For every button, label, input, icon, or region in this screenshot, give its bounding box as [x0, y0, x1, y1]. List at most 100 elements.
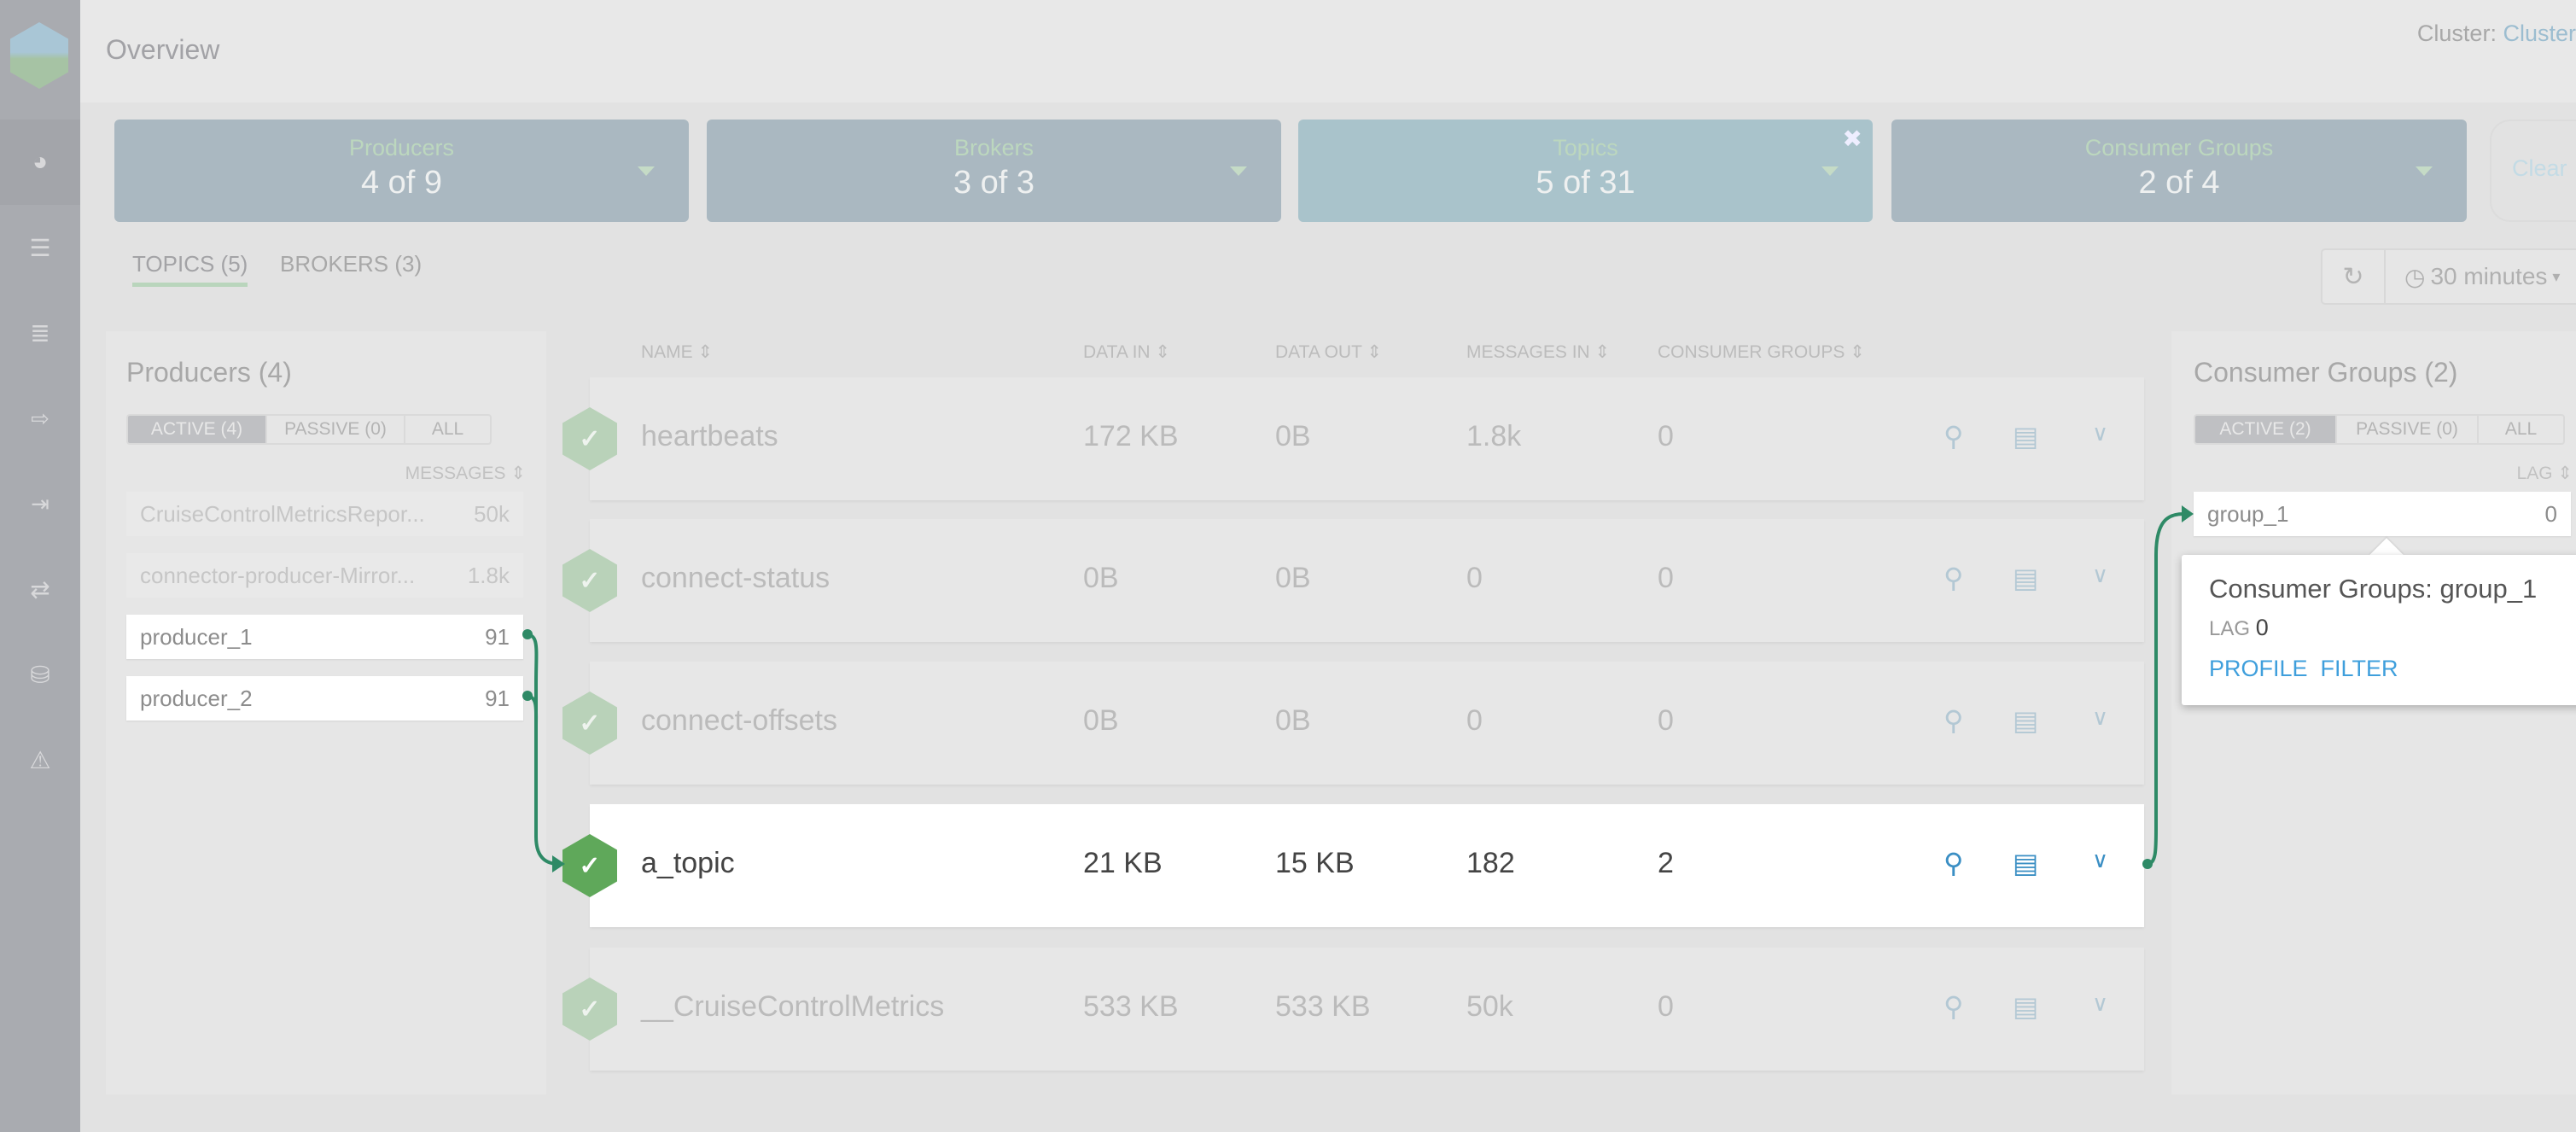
nav-brokers[interactable]: ☰ — [0, 205, 80, 290]
column-messages-in[interactable]: MESSAGES IN ⇕ — [1466, 341, 1610, 363]
topic-data-in: 533 KB — [1083, 990, 1179, 1023]
segment-active[interactable]: ACTIVE (4) — [128, 416, 267, 443]
search-icon[interactable]: ⚲ — [1944, 563, 1964, 593]
nav-topics[interactable]: ≣ — [0, 290, 80, 376]
dashboard-icon: ◕ — [32, 148, 49, 176]
nav-replication[interactable]: ⇄ — [0, 546, 80, 632]
sort-icon: ⇕ — [2557, 464, 2573, 483]
chevron-down-icon[interactable]: ∨ — [2092, 562, 2109, 587]
filter-brokers[interactable]: Brokers 3 of 3 — [707, 120, 1281, 222]
nav-consumers[interactable]: ⇥ — [0, 461, 80, 546]
data-explorer-icon[interactable]: ▤ — [2013, 421, 2039, 452]
producer-name: connector-producer-Mirror... — [140, 562, 416, 588]
topic-row[interactable]: ✓ a_topic 21 KB 15 KB 182 2 ⚲ ▤ ∨ — [562, 804, 2144, 927]
segment-passive[interactable]: PASSIVE (0) — [267, 416, 405, 443]
segment-passive[interactable]: PASSIVE (0) — [2337, 416, 2479, 443]
segment-all[interactable]: ALL — [2504, 419, 2538, 439]
caret-down-icon — [1821, 166, 1839, 176]
filter-link[interactable]: FILTER — [2320, 656, 2398, 681]
topic-data-in: 0B — [1083, 562, 1119, 594]
segment-all[interactable]: ALL — [431, 419, 464, 439]
topic-name[interactable]: connect-status — [641, 562, 830, 594]
data-explorer-icon[interactable]: ▤ — [2013, 705, 2039, 736]
search-icon[interactable]: ⚲ — [1944, 991, 1964, 1022]
cluster-selector[interactable]: Cluster: Cluster — [2417, 20, 2576, 47]
topic-row[interactable]: ✓ heartbeats 172 KB 0B 1.8k 0 ⚲ ▤ ∨ — [562, 377, 2144, 500]
topic-consumer-groups: 0 — [1658, 562, 1674, 594]
filter-value: 3 of 3 — [953, 165, 1035, 201]
chevron-down-icon[interactable]: ∨ — [2092, 704, 2109, 730]
filter-value: 5 of 31 — [1536, 165, 1635, 201]
cluster-label: Cluster: — [2416, 20, 2497, 46]
producer-name: producer_1 — [140, 623, 253, 650]
consumer-groups-panel: Consumer Groups (2) ACTIVE (2) PASSIVE (… — [2171, 331, 2576, 1094]
popover-lag: LAG 0 — [2209, 615, 2269, 641]
clear-button[interactable]: Clear — [2490, 120, 2576, 222]
column-consumer-groups[interactable]: CONSUMER GROUPS ⇕ — [1658, 341, 1865, 363]
producer-messages: 91 — [485, 685, 510, 711]
topic-consumer-groups: 2 — [1658, 847, 1674, 879]
segment-active[interactable]: ACTIVE (2) — [2195, 416, 2337, 443]
topic-name[interactable]: __CruiseControlMetrics — [641, 990, 945, 1023]
column-label: LAG — [2516, 464, 2553, 483]
filter-consumer-groups[interactable]: Consumer Groups 2 of 4 — [1891, 120, 2467, 222]
status-check-icon: ✓ — [562, 834, 617, 897]
search-icon[interactable]: ⚲ — [1944, 421, 1964, 452]
consumer-groups-filter-segment: ACTIVE (2) PASSIVE (0) ALL — [2194, 414, 2565, 445]
producer-row[interactable]: CruiseControlMetricsRepor... 50k — [126, 492, 523, 536]
filter-producers[interactable]: Producers 4 of 9 — [114, 120, 689, 222]
cluster-value[interactable]: Cluster — [2503, 20, 2576, 46]
status-check-icon: ✓ — [562, 977, 617, 1041]
nav-schema-registry[interactable]: ⛁ — [0, 632, 80, 717]
tab-topics[interactable]: TOPICS (5) — [132, 251, 248, 287]
nav-producers[interactable]: ⇨ — [0, 376, 80, 461]
topic-row[interactable]: ✓ __CruiseControlMetrics 533 KB 533 KB 50k 0 ⚲… — [562, 948, 2144, 1071]
sort-icon: ⇕ — [1155, 342, 1171, 362]
chevron-down-icon[interactable]: ∨ — [2092, 847, 2109, 872]
topics-icon: ≣ — [30, 319, 50, 347]
topic-consumer-groups: 0 — [1658, 704, 1674, 737]
time-range-select[interactable]: ◷ 30 minutes ▾ — [2386, 250, 2560, 303]
column-label: NAME — [641, 342, 693, 362]
profile-link[interactable]: PROFILE — [2209, 656, 2308, 681]
tab-brokers[interactable]: BROKERS (3) — [280, 251, 423, 277]
column-label: MESSAGES — [405, 464, 506, 483]
sort-icon: ⇕ — [697, 342, 714, 362]
refresh-button[interactable]: ↻ — [2322, 250, 2386, 303]
search-icon[interactable]: ⚲ — [1944, 705, 1964, 736]
data-explorer-icon[interactable]: ▤ — [2013, 848, 2039, 878]
topic-row[interactable]: ✓ connect-status 0B 0B 0 0 ⚲ ▤ ∨ — [562, 519, 2144, 642]
producer-row[interactable]: producer_2 91 — [126, 676, 523, 721]
data-explorer-icon[interactable]: ▤ — [2013, 563, 2039, 593]
refresh-icon: ↻ — [2342, 262, 2364, 291]
group-name: group_1 — [2207, 500, 2289, 527]
data-explorer-icon[interactable]: ▤ — [2013, 991, 2039, 1022]
chevron-down-icon[interactable]: ∨ — [2092, 990, 2109, 1016]
producer-row[interactable]: connector-producer-Mirror... 1.8k — [126, 553, 523, 598]
filter-topics[interactable]: Topics 5 of 31 ✖ — [1298, 120, 1873, 222]
close-icon[interactable]: ✖ — [1842, 125, 1862, 152]
topic-name[interactable]: connect-offsets — [641, 704, 837, 737]
group-lag: 0 — [2544, 500, 2557, 527]
lag-column-header[interactable]: LAG ⇕ — [2517, 463, 2573, 484]
column-name[interactable]: NAME ⇕ — [641, 341, 713, 363]
consumer-group-row[interactable]: group_1 0 — [2194, 492, 2571, 536]
column-data-in[interactable]: DATA IN ⇕ — [1083, 341, 1170, 363]
topic-name[interactable]: heartbeats — [641, 420, 778, 452]
popover-title: Consumer Groups: group_1 — [2209, 574, 2538, 604]
producer-row[interactable]: producer_1 91 — [126, 615, 523, 659]
topic-row[interactable]: ✓ connect-offsets 0B 0B 0 0 ⚲ ▤ ∨ — [562, 662, 2144, 785]
topic-name[interactable]: a_topic — [641, 847, 735, 879]
filter-label: Consumer Groups — [2084, 135, 2274, 160]
producers-filter-segment: ACTIVE (4) PASSIVE (0) ALL — [126, 414, 492, 445]
lag-label: LAG — [2209, 617, 2251, 640]
app-logo[interactable] — [10, 22, 68, 89]
nav-dashboard[interactable]: ◕ — [0, 120, 80, 205]
chevron-down-icon[interactable]: ∨ — [2092, 420, 2109, 446]
column-data-out[interactable]: DATA OUT ⇕ — [1275, 341, 1382, 363]
messages-column-header[interactable]: MESSAGES ⇕ — [405, 463, 526, 484]
filter-label: Brokers — [953, 135, 1034, 160]
nav-alerts[interactable]: ⚠ — [0, 717, 80, 802]
topic-data-in: 172 KB — [1083, 420, 1179, 452]
search-icon[interactable]: ⚲ — [1944, 848, 1964, 878]
